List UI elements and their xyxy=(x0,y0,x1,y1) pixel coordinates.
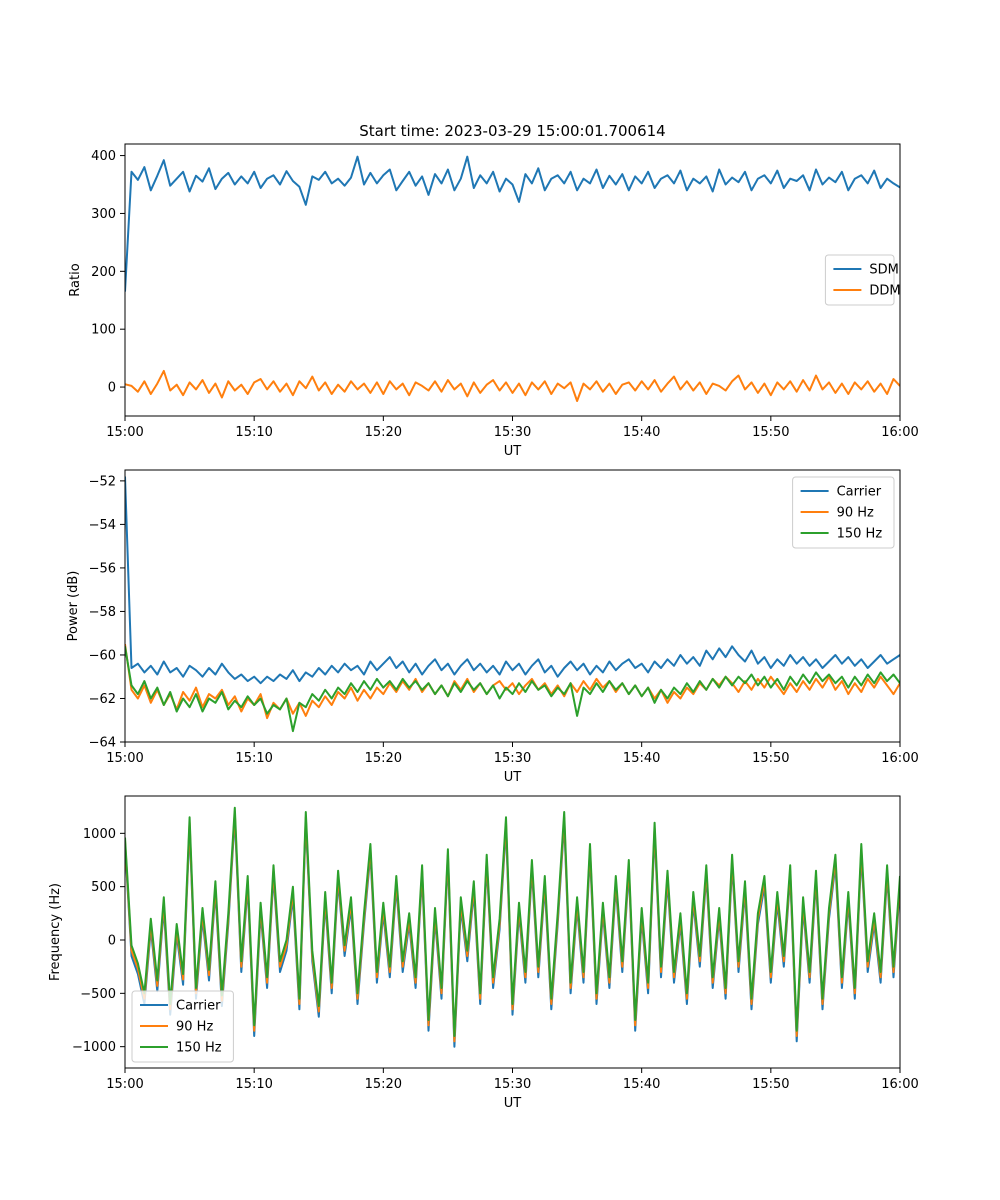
legend-label: SDM xyxy=(869,263,898,278)
axes-frame xyxy=(124,469,901,743)
x-tick-label: 15:00 xyxy=(106,751,143,766)
series-group xyxy=(125,806,900,1048)
legend: SDM DDM xyxy=(824,254,901,306)
y-tick-label: −64 xyxy=(89,736,116,751)
y-tick-label: 1000 xyxy=(83,827,116,842)
x-tick-label: 15:20 xyxy=(365,425,402,440)
legend-label: 150 Hz xyxy=(837,527,883,542)
x-tick-label: 15:40 xyxy=(623,751,660,766)
series-line-150-hz xyxy=(125,806,900,1037)
x-tick-label: 15:20 xyxy=(365,751,402,766)
x-tick-label: 15:30 xyxy=(494,1077,531,1092)
chart-title: Start time: 2023-03-29 15:00:01.700614 xyxy=(359,122,665,140)
series-line-90-hz xyxy=(125,811,900,1043)
series-group xyxy=(125,155,900,402)
y-tick-label: −52 xyxy=(89,474,116,489)
x-axis-label: UT xyxy=(504,770,522,785)
legend-label: 150 Hz xyxy=(176,1041,222,1056)
power-panel: 15:00 15:10 15:20 15:30 15:40 15:50 16:00 −64 −6… xyxy=(66,469,919,785)
legend-box xyxy=(792,476,895,549)
y-tick-label: 0 xyxy=(108,934,116,949)
y-tick-label: −62 xyxy=(89,692,116,707)
x-tick-label: 15:00 xyxy=(106,425,143,440)
x-tick-label: 15:50 xyxy=(752,751,789,766)
y-tick-label: 400 xyxy=(91,149,116,164)
x-tick-label: 15:00 xyxy=(106,1077,143,1092)
legend-label: Carrier xyxy=(837,485,882,500)
x-tick-label: 15:30 xyxy=(494,751,531,766)
x-tick-label: 15:50 xyxy=(752,1077,789,1092)
x-tick-label: 16:00 xyxy=(881,425,918,440)
x-tick-label: 15:10 xyxy=(235,425,272,440)
series-line-150-hz xyxy=(125,646,900,733)
y-tick-label: −54 xyxy=(89,518,116,533)
legend-box xyxy=(131,990,234,1063)
series-group xyxy=(125,476,900,733)
y-axis-label: Ratio xyxy=(68,263,83,296)
legend: Carrier 90 Hz 150 Hz xyxy=(131,990,234,1063)
y-tick-label: 500 xyxy=(91,880,116,895)
x-tick-label: 15:40 xyxy=(623,1077,660,1092)
legend-label: 90 Hz xyxy=(176,1020,213,1035)
y-tick-label: 300 xyxy=(91,207,116,222)
x-tick-label: 15:10 xyxy=(235,1077,272,1092)
frequency-panel: 15:00 15:10 15:20 15:30 15:40 15:50 16:00 −1000… xyxy=(48,795,919,1111)
x-tick-label: 16:00 xyxy=(881,751,918,766)
axes-frame xyxy=(124,795,901,1069)
y-tick-label: 100 xyxy=(91,323,116,338)
y-tick-label: −500 xyxy=(80,987,116,1002)
ratio-panel: 15:00 15:10 15:20 15:30 15:40 15:50 16:00 0 100 2… xyxy=(68,122,919,459)
series-line-carrier xyxy=(125,476,900,685)
x-axis-label: UT xyxy=(504,444,522,459)
y-tick-label: −60 xyxy=(89,648,116,663)
y-axis-label: Frequency (Hz) xyxy=(48,883,63,981)
y-tick-label: −58 xyxy=(89,605,116,620)
y-tick-label: 200 xyxy=(91,265,116,280)
legend-label: Carrier xyxy=(176,999,221,1014)
legend-label: DDM xyxy=(869,284,900,299)
y-tick-label: −1000 xyxy=(72,1040,116,1055)
x-tick-label: 15:10 xyxy=(235,751,272,766)
x-axis-label: UT xyxy=(504,1096,522,1111)
y-tick-label: −56 xyxy=(89,561,116,576)
x-tick-label: 15:20 xyxy=(365,1077,402,1092)
y-tick-label: 0 xyxy=(108,381,116,396)
legend-label: 90 Hz xyxy=(837,506,874,521)
series-line-carrier xyxy=(125,816,900,1048)
legend: Carrier 90 Hz 150 Hz xyxy=(792,476,895,549)
x-tick-label: 15:40 xyxy=(623,425,660,440)
y-axis-label: Power (dB) xyxy=(66,571,81,642)
series-line-ddm xyxy=(125,369,900,402)
legend-box xyxy=(824,254,895,306)
x-tick-label: 16:00 xyxy=(881,1077,918,1092)
x-tick-label: 15:30 xyxy=(494,425,531,440)
x-tick-label: 15:50 xyxy=(752,425,789,440)
series-line-sdm xyxy=(125,155,900,292)
